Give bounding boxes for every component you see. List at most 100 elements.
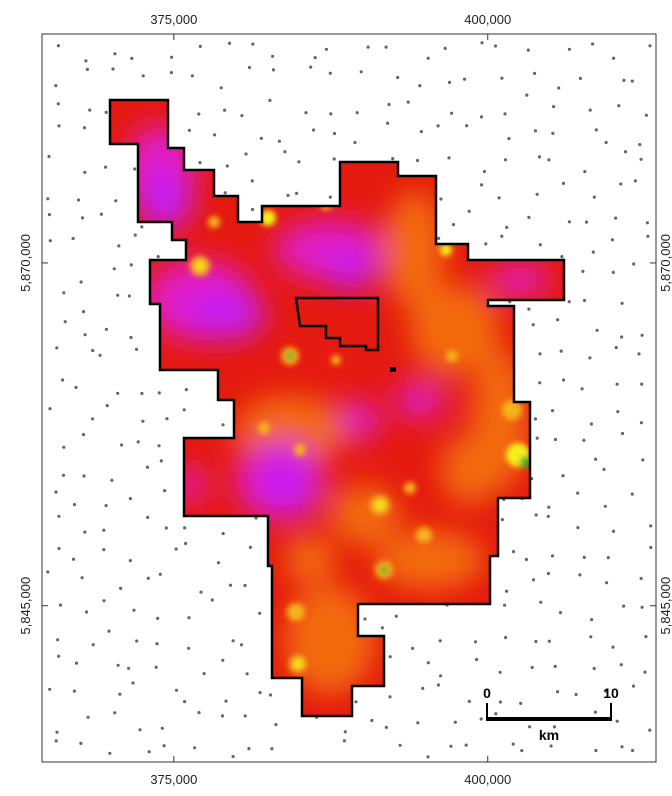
sample-point	[120, 443, 124, 447]
sample-point	[475, 657, 479, 662]
sample-point	[640, 333, 644, 337]
sample-point	[592, 666, 596, 671]
sample-point	[453, 720, 457, 724]
sample-point	[531, 323, 535, 327]
small-feature	[390, 367, 396, 372]
sample-point	[639, 421, 644, 425]
sample-point	[116, 293, 120, 297]
sample-point	[582, 438, 586, 442]
sample-point	[355, 111, 359, 115]
sample-point	[199, 590, 203, 594]
sample-point	[391, 157, 395, 161]
scale-bar-start-label: 0	[483, 685, 491, 701]
sample-point	[62, 291, 66, 295]
sample-point	[630, 492, 634, 496]
sample-point	[312, 128, 316, 132]
sample-point	[313, 56, 317, 60]
sample-point	[140, 225, 144, 229]
sample-point	[227, 41, 232, 45]
sample-point	[46, 570, 50, 574]
sample-point	[146, 576, 150, 580]
sample-point	[511, 550, 516, 554]
sample-point	[82, 474, 86, 478]
sample-point	[135, 639, 139, 643]
sample-point	[107, 629, 111, 633]
sample-point	[62, 445, 66, 449]
sample-point	[61, 378, 65, 382]
sample-point	[104, 327, 108, 331]
sample-point	[620, 745, 624, 749]
sample-point	[169, 71, 173, 75]
sample-point	[283, 150, 287, 154]
sample-point	[550, 409, 555, 413]
sample-point	[271, 54, 275, 58]
sample-point	[54, 739, 58, 743]
sample-point	[500, 518, 504, 522]
sample-point	[187, 128, 191, 132]
y-tick-label-left-0: 5,870,000	[18, 234, 33, 292]
sample-point	[639, 157, 643, 161]
sample-point	[619, 182, 623, 186]
sample-point	[304, 111, 308, 115]
sample-point	[219, 86, 223, 90]
sample-point	[57, 514, 61, 518]
sample-point	[147, 750, 151, 754]
sample-point	[328, 195, 332, 199]
sample-point	[394, 614, 398, 618]
sample-point	[190, 74, 194, 78]
sample-point	[525, 93, 529, 97]
sample-point	[155, 642, 159, 646]
sample-point	[549, 744, 553, 748]
sample-point	[114, 199, 118, 203]
sample-point	[79, 280, 83, 284]
sample-point	[643, 670, 647, 674]
sample-point	[111, 67, 115, 71]
sample-point	[380, 626, 384, 630]
sample-point	[297, 160, 301, 164]
sample-point	[500, 76, 504, 80]
sample-point	[640, 382, 644, 386]
sample-point	[552, 105, 556, 109]
sample-point	[546, 514, 550, 519]
y-tick-label-right-1: 5,845,000	[658, 577, 672, 635]
sample-point	[567, 47, 572, 51]
sample-point	[533, 71, 537, 75]
sample-point	[632, 262, 636, 266]
sample-point	[80, 576, 84, 580]
sample-point	[74, 661, 79, 665]
sample-point	[83, 333, 87, 337]
sample-point	[88, 108, 92, 112]
sample-point	[72, 503, 77, 507]
sample-point	[117, 244, 121, 248]
sample-point	[439, 197, 443, 201]
sample-point	[592, 195, 596, 199]
sample-point	[530, 665, 534, 670]
sample-point	[645, 221, 650, 225]
sample-point	[553, 437, 558, 442]
sample-point	[223, 108, 227, 112]
sample-point	[129, 335, 133, 340]
sample-point	[493, 44, 498, 48]
sample-point	[610, 238, 615, 242]
sample-point	[482, 169, 487, 174]
sample-point	[388, 695, 392, 699]
sample-point	[113, 52, 117, 56]
sample-point	[590, 618, 594, 622]
sample-point	[527, 215, 531, 219]
sample-point	[528, 725, 532, 729]
sample-point	[159, 459, 163, 463]
sample-point	[223, 191, 227, 195]
sample-point	[251, 42, 255, 46]
sample-point	[614, 216, 618, 220]
sample-point	[640, 605, 644, 609]
sample-point	[538, 352, 542, 356]
sample-point	[447, 80, 452, 84]
sample-point	[611, 529, 616, 533]
coordinate-axes: 375,000 375,000 400,000 400,000 5,870,000 5,8…	[18, 12, 672, 787]
sample-point	[198, 44, 202, 49]
sample-point	[631, 748, 635, 753]
sample-point	[56, 44, 61, 48]
sample-point	[578, 76, 583, 80]
sample-point	[437, 236, 441, 240]
sample-point	[526, 48, 530, 52]
